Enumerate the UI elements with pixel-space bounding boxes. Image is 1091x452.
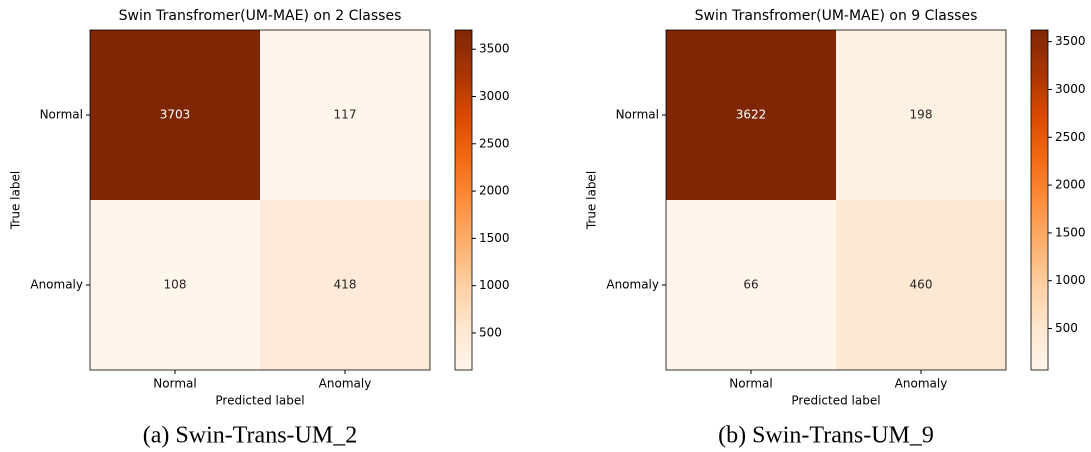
x-axis-label: Predicted label bbox=[791, 394, 880, 408]
x-tick-label: Normal bbox=[729, 377, 772, 391]
chart-title: Swin Transfromer(UM-MAE) on 9 Classes bbox=[695, 8, 978, 24]
cell-label: 198 bbox=[910, 108, 933, 122]
x-tick-label: Anomaly bbox=[319, 377, 372, 391]
colorbar-tick-label: 1500 bbox=[1055, 225, 1086, 239]
colorbar-tick-label: 2500 bbox=[479, 136, 510, 150]
cell-label: 66 bbox=[743, 278, 758, 292]
y-axis-label: True label bbox=[585, 171, 599, 230]
colorbar-tick-label: 1500 bbox=[479, 231, 510, 245]
chart-title: Swin Transfromer(UM-MAE) on 2 Classes bbox=[119, 8, 402, 24]
colorbar-tick-label: 3500 bbox=[479, 42, 510, 56]
x-axis-label: Predicted label bbox=[215, 394, 304, 408]
colorbar-tick-label: 3000 bbox=[1055, 82, 1086, 96]
y-tick-label: Anomaly bbox=[30, 278, 83, 292]
colorbar-tick-label: 2000 bbox=[1055, 178, 1086, 192]
heatmap-cell bbox=[260, 30, 430, 200]
heatmap-cell bbox=[836, 200, 1006, 370]
heatmap-cell bbox=[90, 200, 260, 370]
colorbar bbox=[1030, 29, 1049, 371]
x-tick-label: Anomaly bbox=[895, 377, 948, 391]
cell-label: 460 bbox=[910, 278, 933, 292]
heatmap-cell bbox=[836, 30, 1006, 200]
plot-frame bbox=[665, 29, 1007, 371]
heatmap-cell bbox=[90, 30, 260, 200]
cell-label: 418 bbox=[334, 278, 357, 292]
heatmap-cell bbox=[666, 30, 836, 200]
colorbar-tick-label: 2500 bbox=[1055, 130, 1086, 144]
y-tick-label: Anomaly bbox=[606, 278, 659, 292]
colorbar-tick-label: 500 bbox=[479, 325, 502, 339]
cell-label: 3622 bbox=[736, 108, 767, 122]
cell-label: 3703 bbox=[160, 108, 191, 122]
cell-label: 108 bbox=[164, 278, 187, 292]
caption: (a) Swin-Trans-UM_2 bbox=[143, 423, 357, 449]
heatmap-cell bbox=[260, 200, 430, 370]
y-axis-label: True label bbox=[9, 171, 23, 230]
plot-frame bbox=[89, 29, 431, 371]
y-tick-label: Normal bbox=[616, 108, 659, 122]
colorbar-tick-label: 500 bbox=[1055, 321, 1078, 335]
cell-label: 117 bbox=[334, 108, 357, 122]
y-tick-label: Normal bbox=[40, 108, 83, 122]
caption: (b) Swin-Trans-UM_9 bbox=[718, 423, 934, 449]
colorbar-tick-label: 1000 bbox=[479, 278, 510, 292]
heatmap-cell bbox=[666, 200, 836, 370]
colorbar-tick-label: 3000 bbox=[479, 89, 510, 103]
colorbar-tick-label: 3500 bbox=[1055, 34, 1086, 48]
x-tick-label: Normal bbox=[153, 377, 196, 391]
colorbar-tick-label: 1000 bbox=[1055, 273, 1086, 287]
colorbar bbox=[454, 29, 473, 371]
colorbar-tick-label: 2000 bbox=[479, 184, 510, 198]
